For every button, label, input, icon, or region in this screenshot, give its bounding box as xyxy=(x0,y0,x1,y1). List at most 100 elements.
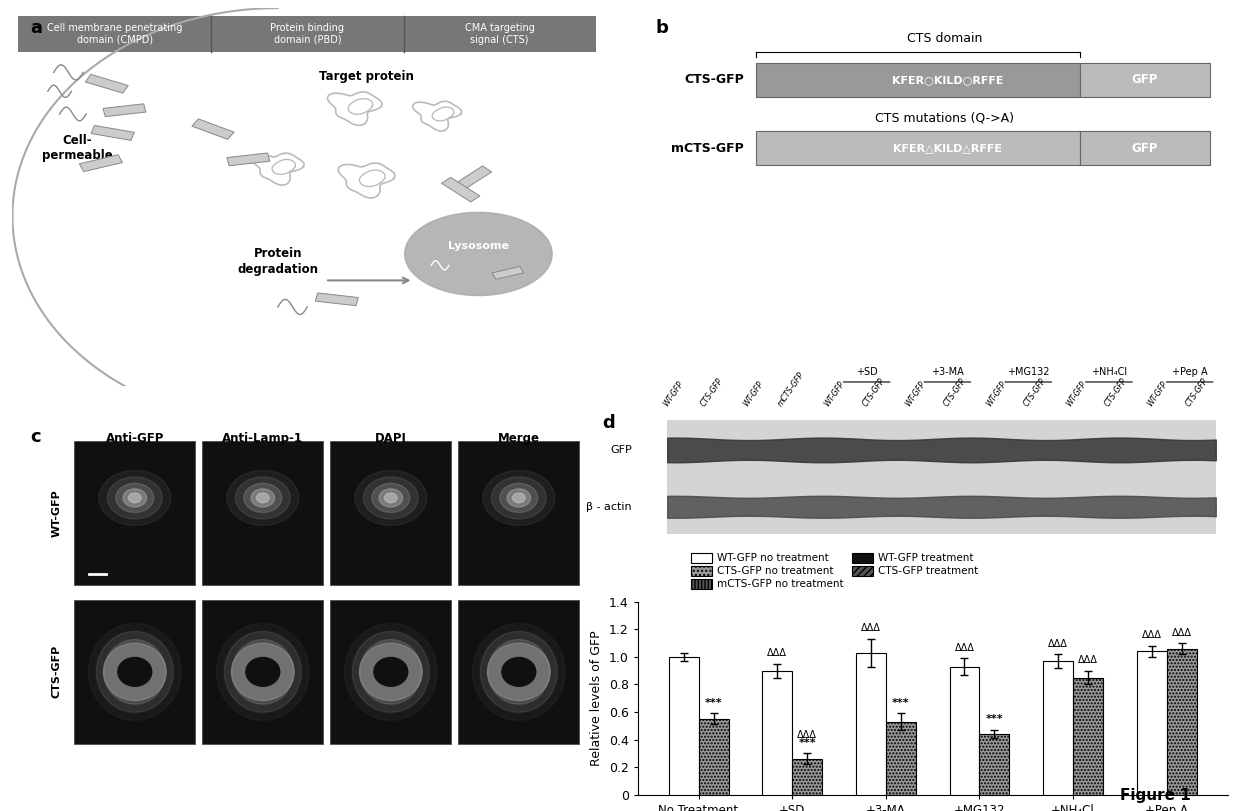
Text: CTS-GFP: CTS-GFP xyxy=(52,646,62,698)
Ellipse shape xyxy=(379,489,403,507)
Text: Anti-GFP: Anti-GFP xyxy=(105,431,164,444)
Ellipse shape xyxy=(103,643,166,701)
Text: Merge: Merge xyxy=(497,431,539,444)
Ellipse shape xyxy=(480,632,557,712)
Ellipse shape xyxy=(352,632,429,712)
Text: c: c xyxy=(30,428,41,446)
Text: ΔΔΔ: ΔΔΔ xyxy=(1078,655,1099,665)
Ellipse shape xyxy=(97,632,174,712)
Text: Figure 1: Figure 1 xyxy=(1120,788,1190,803)
Text: ***: *** xyxy=(799,738,816,748)
Ellipse shape xyxy=(482,470,554,526)
Text: GFP: GFP xyxy=(610,445,632,455)
FancyBboxPatch shape xyxy=(74,441,195,585)
Bar xyxy=(668,657,698,795)
FancyBboxPatch shape xyxy=(1080,63,1210,97)
FancyBboxPatch shape xyxy=(202,600,324,744)
Polygon shape xyxy=(227,153,270,165)
Text: ΔΔΔ: ΔΔΔ xyxy=(1172,628,1192,637)
Text: WT-GFP: WT-GFP xyxy=(661,380,684,408)
Ellipse shape xyxy=(250,489,275,507)
FancyBboxPatch shape xyxy=(330,600,451,744)
Text: WT-GFP: WT-GFP xyxy=(904,380,928,408)
Text: ***: *** xyxy=(892,698,910,708)
FancyBboxPatch shape xyxy=(1080,131,1210,165)
Polygon shape xyxy=(441,178,480,202)
Text: KFER△KILD△RFFE: KFER△KILD△RFFE xyxy=(893,143,1002,153)
Text: Target protein: Target protein xyxy=(319,70,414,83)
Text: ΔΔΔ: ΔΔΔ xyxy=(861,624,880,633)
Polygon shape xyxy=(492,267,523,279)
Ellipse shape xyxy=(257,493,269,503)
Text: CMA targeting
signal (CTS): CMA targeting signal (CTS) xyxy=(465,23,534,45)
Text: Cell-
permeable: Cell- permeable xyxy=(42,134,113,162)
Bar xyxy=(1043,661,1073,795)
Ellipse shape xyxy=(115,483,154,513)
Legend: WT-GFP no treatment, CTS-GFP no treatment, mCTS-GFP no treatment, WT-GFP treatme: WT-GFP no treatment, CTS-GFP no treatmen… xyxy=(691,551,980,590)
Text: KFER○KILD○RFFE: KFER○KILD○RFFE xyxy=(892,75,1003,85)
Bar xyxy=(792,759,822,795)
Ellipse shape xyxy=(227,470,299,526)
Polygon shape xyxy=(454,166,492,191)
Text: +MG132: +MG132 xyxy=(1007,367,1049,377)
Text: WT-GFP: WT-GFP xyxy=(822,380,847,408)
Ellipse shape xyxy=(360,640,422,704)
Text: WT-GFP: WT-GFP xyxy=(1065,380,1089,408)
FancyBboxPatch shape xyxy=(74,600,195,744)
Bar xyxy=(856,653,885,795)
Bar xyxy=(885,722,916,795)
Bar xyxy=(1073,677,1104,795)
Y-axis label: Relative levels of GFP: Relative levels of GFP xyxy=(590,630,603,766)
Ellipse shape xyxy=(363,477,418,519)
Text: CTS-GFP: CTS-GFP xyxy=(684,74,744,87)
Text: ***: *** xyxy=(986,714,1003,724)
Ellipse shape xyxy=(99,470,171,526)
Polygon shape xyxy=(192,119,234,139)
Ellipse shape xyxy=(345,624,436,720)
Ellipse shape xyxy=(224,632,301,712)
Text: +SD: +SD xyxy=(856,367,878,377)
Ellipse shape xyxy=(404,212,552,295)
FancyBboxPatch shape xyxy=(19,15,596,52)
Bar xyxy=(1137,651,1167,795)
Text: WT-GFP: WT-GFP xyxy=(1146,380,1169,408)
Text: WT-GFP: WT-GFP xyxy=(52,489,62,537)
Polygon shape xyxy=(103,104,146,117)
Text: ***: *** xyxy=(704,698,723,708)
Text: Protein: Protein xyxy=(254,247,303,260)
Bar xyxy=(1167,649,1197,795)
Bar xyxy=(950,667,980,795)
Ellipse shape xyxy=(491,477,547,519)
Polygon shape xyxy=(79,155,123,172)
Text: CTS-GFP: CTS-GFP xyxy=(1184,376,1210,408)
FancyBboxPatch shape xyxy=(459,600,579,744)
FancyBboxPatch shape xyxy=(202,441,324,585)
Text: Lysosome: Lysosome xyxy=(448,242,508,251)
Text: WT-GFP: WT-GFP xyxy=(742,380,765,408)
Ellipse shape xyxy=(129,493,141,503)
Ellipse shape xyxy=(512,493,526,503)
Text: mCTS-GFP: mCTS-GFP xyxy=(671,142,744,155)
Ellipse shape xyxy=(88,624,181,720)
Text: degradation: degradation xyxy=(237,263,319,276)
Text: CTS mutations (Q->A): CTS mutations (Q->A) xyxy=(875,111,1014,124)
Text: CTS-GFP: CTS-GFP xyxy=(699,376,725,408)
Ellipse shape xyxy=(374,658,408,686)
Ellipse shape xyxy=(104,640,166,704)
FancyBboxPatch shape xyxy=(755,131,1080,165)
Ellipse shape xyxy=(232,643,294,701)
Ellipse shape xyxy=(355,470,427,526)
FancyBboxPatch shape xyxy=(755,63,1080,97)
Text: +NH₄Cl: +NH₄Cl xyxy=(1091,367,1127,377)
FancyBboxPatch shape xyxy=(459,441,579,585)
Ellipse shape xyxy=(232,640,294,704)
Text: CTS domain: CTS domain xyxy=(906,32,982,45)
Text: ΔΔΔ: ΔΔΔ xyxy=(768,648,787,659)
Text: Anti-Lamp-1: Anti-Lamp-1 xyxy=(222,431,304,444)
Ellipse shape xyxy=(236,477,290,519)
Text: β - actin: β - actin xyxy=(587,502,632,512)
Ellipse shape xyxy=(108,477,162,519)
FancyBboxPatch shape xyxy=(667,420,1215,534)
Ellipse shape xyxy=(246,658,280,686)
Ellipse shape xyxy=(384,493,397,503)
